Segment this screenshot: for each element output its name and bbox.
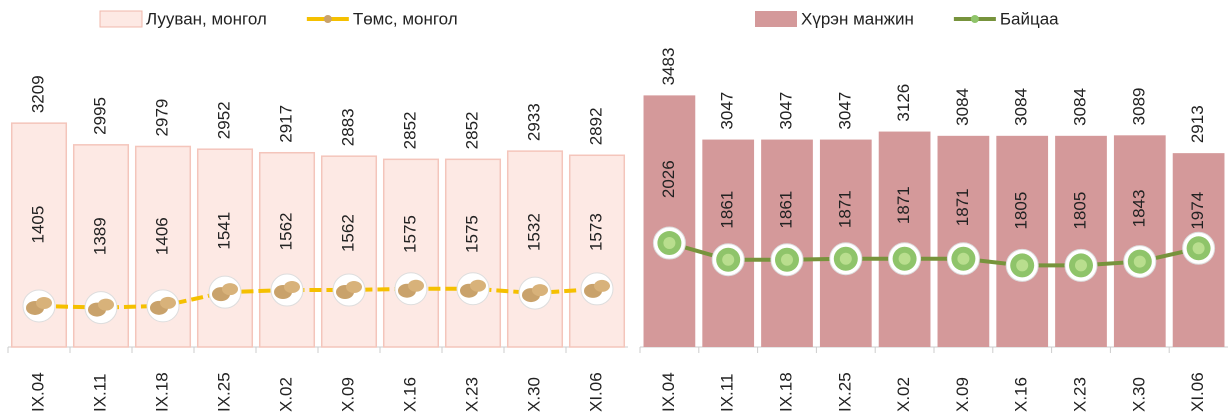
x-tick-label: X.16 <box>1012 377 1031 412</box>
legend-label: Хүрэн манжин <box>801 9 914 28</box>
bar-value-label: 2852 <box>400 112 419 150</box>
marker-icon <box>840 253 852 265</box>
line-value-label: 2026 <box>659 160 678 198</box>
bar-value-label: 3089 <box>1129 87 1148 125</box>
line-value-label: 1562 <box>276 212 295 250</box>
bar-value-label: 3084 <box>953 88 972 126</box>
bar <box>644 95 696 347</box>
x-tick-label: XI.06 <box>586 372 605 412</box>
marker-icon <box>1134 256 1146 268</box>
bar <box>938 136 990 347</box>
bar-value-label: 2852 <box>462 112 481 150</box>
chart: Лууван, монгол Төмс, монгол IX.04 IX.11 IX.1… <box>0 0 1228 414</box>
x-tick-label: IX.04 <box>659 372 678 412</box>
line-value-label: 1541 <box>214 212 233 250</box>
bar <box>996 136 1048 347</box>
marker-icon <box>1075 259 1087 271</box>
bar <box>1114 135 1166 347</box>
marker-icon <box>663 237 675 249</box>
x-tick-label: X.23 <box>1070 377 1089 412</box>
marker-icon <box>284 281 300 293</box>
x-tick-label: IX.25 <box>835 372 854 412</box>
bar-value-label: 3047 <box>776 92 795 130</box>
marker-icon <box>222 283 238 295</box>
marker-icon <box>36 297 52 309</box>
bar-value-label: 3209 <box>28 75 47 113</box>
x-tick-label: IX.18 <box>152 372 171 412</box>
legend-label: Байцаа <box>1000 9 1059 28</box>
bar-value-label: 2952 <box>214 101 233 139</box>
bar-value-label: 2979 <box>152 99 171 137</box>
x-tick-label: IX.04 <box>28 372 47 412</box>
line-value-label: 1389 <box>90 217 109 255</box>
line-value-label: 1575 <box>462 215 481 253</box>
x-tick-label: IX.18 <box>776 372 795 412</box>
legend-swatch <box>971 15 979 23</box>
bar-value-label: 3126 <box>894 84 913 122</box>
legend-label: Лууван, монгол <box>146 9 267 28</box>
x-tick-label: X.09 <box>953 377 972 412</box>
marker-icon <box>781 254 793 266</box>
x-tick-label: X.23 <box>462 377 481 412</box>
x-tick-label: IX.11 <box>718 374 737 412</box>
marker-icon <box>1016 259 1028 271</box>
bar-value-label: 3483 <box>659 48 678 86</box>
bar <box>879 132 931 347</box>
line-value-label: 1573 <box>586 213 605 251</box>
marker-icon <box>470 280 486 292</box>
bar-value-label: 2995 <box>90 97 109 135</box>
bar-value-label: 2913 <box>1188 105 1207 143</box>
bar-value-label: 2917 <box>276 105 295 143</box>
marker-icon <box>408 280 424 292</box>
line-value-label: 1405 <box>28 206 47 244</box>
bar-value-label: 3084 <box>1070 88 1089 126</box>
x-tick-label: X.02 <box>276 377 295 412</box>
legend-swatch <box>755 11 797 27</box>
x-tick-label: X.16 <box>400 377 419 412</box>
x-tick-label: X.02 <box>894 377 913 412</box>
line-value-label: 1805 <box>1070 192 1089 230</box>
line-value-label: 1532 <box>524 213 543 251</box>
legend-swatch <box>324 15 332 23</box>
x-tick-label: XI.06 <box>1188 372 1207 412</box>
line-value-label: 1562 <box>338 214 357 252</box>
marker-icon <box>722 254 734 266</box>
bar-value-label: 2883 <box>338 108 357 146</box>
marker-icon <box>594 280 610 292</box>
bar-value-label: 3084 <box>1012 88 1031 126</box>
legend-label: Төмс, монгол <box>353 9 458 28</box>
page: Лууван, монгол Төмс, монгол IX.04 IX.11 IX.1… <box>0 0 1228 419</box>
line-value-label: 1805 <box>1012 192 1031 230</box>
x-tick-label: IX.25 <box>214 372 233 412</box>
line-value-label: 1871 <box>953 188 972 226</box>
marker-icon <box>899 253 911 265</box>
line-value-label: 1974 <box>1188 192 1207 230</box>
line-value-label: 1843 <box>1129 190 1148 228</box>
marker-icon <box>346 281 362 293</box>
x-tick-label: X.09 <box>338 377 357 412</box>
line-value-label: 1861 <box>776 191 795 229</box>
line-value-label: 1871 <box>894 186 913 224</box>
line-value-label: 1861 <box>718 191 737 229</box>
x-tick-label: X.30 <box>1129 377 1148 412</box>
marker-icon <box>98 299 114 311</box>
bar-value-label: 3047 <box>718 92 737 130</box>
bar-value-label: 2933 <box>524 103 543 141</box>
bar-value-label: 2892 <box>586 107 605 145</box>
marker-icon <box>160 297 176 309</box>
marker-icon <box>532 284 548 296</box>
marker-icon <box>957 253 969 265</box>
marker-icon <box>1193 242 1205 254</box>
bar-value-label: 3047 <box>835 92 854 130</box>
bar <box>1055 136 1107 347</box>
line-value-label: 1871 <box>835 190 854 228</box>
line-value-label: 1575 <box>400 215 419 253</box>
x-tick-label: X.30 <box>524 377 543 412</box>
legend-swatch <box>100 11 142 27</box>
x-tick-label: IX.11 <box>90 374 109 412</box>
line-value-label: 1406 <box>152 217 171 255</box>
